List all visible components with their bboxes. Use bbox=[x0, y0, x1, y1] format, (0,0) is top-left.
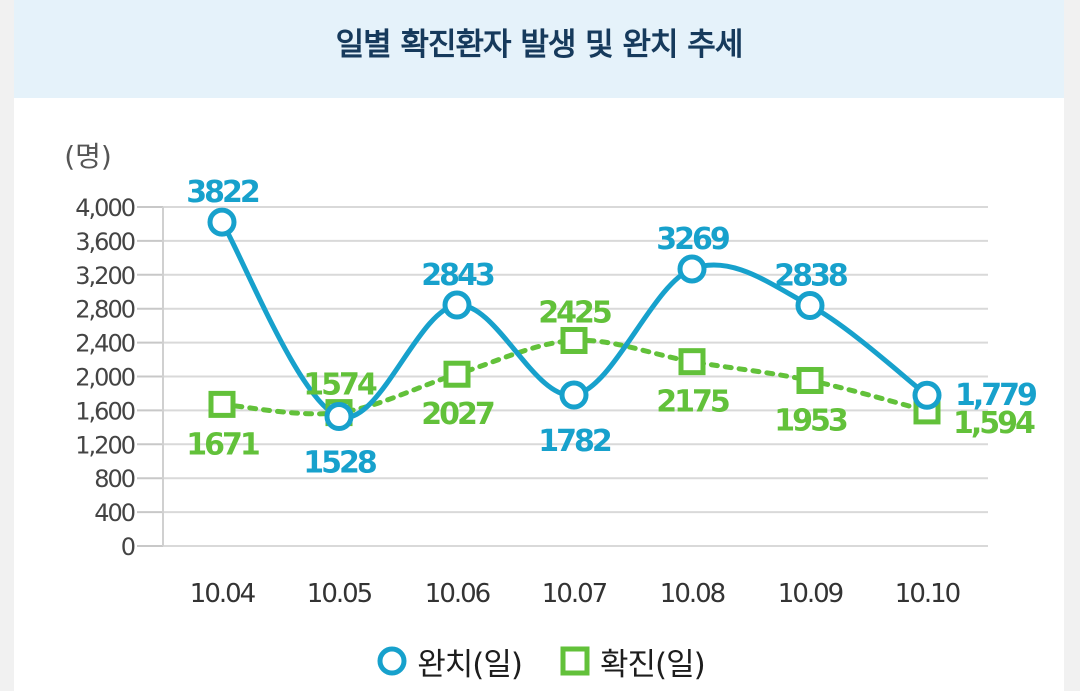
chart-title: 일별 확진환자 발생 및 완치 추세 bbox=[335, 27, 744, 63]
recovered-data-label: 2838 bbox=[774, 258, 848, 293]
legend-label-recovered: 완치(일) bbox=[417, 646, 523, 683]
y-tick-label: 1,600 bbox=[75, 397, 134, 425]
confirmed-data-label: 2027 bbox=[421, 397, 494, 432]
y-tick-label: 2,800 bbox=[75, 296, 134, 324]
circle-marker-icon bbox=[377, 646, 407, 676]
y-tick-label: 4,000 bbox=[75, 194, 134, 222]
confirmed-point bbox=[443, 360, 471, 388]
confirmed-data-label: 1953 bbox=[774, 403, 847, 438]
x-tick-label: 10.05 bbox=[307, 579, 372, 609]
confirmed-point bbox=[678, 348, 706, 376]
chart-card: 일별 확진환자 발생 및 완치 추세 bbox=[14, 0, 1064, 691]
recovered-data-label: 3269 bbox=[656, 222, 729, 257]
recovered-point bbox=[207, 207, 237, 237]
recovered-point bbox=[677, 254, 707, 284]
x-tick-label: 10.04 bbox=[190, 579, 256, 609]
x-tick-label: 10.10 bbox=[895, 579, 960, 609]
legend-label-confirmed: 확진(일) bbox=[600, 646, 706, 683]
confirmed-point bbox=[796, 366, 824, 394]
y-tick-label: 0 bbox=[121, 533, 135, 561]
x-tick-label: 10.09 bbox=[778, 579, 843, 609]
confirmed-data-label: 1,594 bbox=[953, 406, 1035, 441]
recovered-data-label: 3822 bbox=[186, 175, 259, 210]
recovered-data-label: 2843 bbox=[421, 258, 494, 293]
legend-item-confirmed: 확진(일) bbox=[558, 639, 706, 684]
x-tick-label: 10.07 bbox=[542, 579, 607, 609]
legend: 완치(일) 확진(일) bbox=[0, 636, 1080, 686]
recovered-point bbox=[324, 402, 354, 432]
recovered-data-label: 1528 bbox=[303, 446, 377, 481]
confirmed-data-label: 2425 bbox=[538, 295, 611, 330]
y-tick-label: 400 bbox=[94, 499, 135, 527]
confirmed-data-label: 2175 bbox=[656, 385, 729, 420]
recovered-point bbox=[795, 290, 825, 320]
confirmed-point bbox=[560, 326, 588, 354]
y-axis-unit-label: (명) bbox=[64, 140, 112, 173]
legend-item-recovered: 완치(일) bbox=[375, 639, 523, 684]
y-tick-label: 3,200 bbox=[75, 262, 134, 290]
square-marker-icon bbox=[560, 646, 590, 676]
y-tick-label: 2,000 bbox=[75, 364, 134, 392]
recovered-point bbox=[442, 290, 472, 320]
recovered-point bbox=[912, 380, 942, 410]
confirmed-data-label: 1574 bbox=[303, 368, 377, 403]
x-tick-label: 10.08 bbox=[660, 579, 725, 609]
confirmed-point bbox=[208, 390, 236, 418]
confirmed-data-label: 1671 bbox=[186, 427, 259, 462]
recovered-data-label: 1,779 bbox=[955, 378, 1036, 413]
recovered-point bbox=[559, 380, 589, 410]
y-tick-label: 2,400 bbox=[75, 330, 134, 358]
recovered-data-label: 1782 bbox=[538, 424, 611, 459]
title-bar: 일별 확진환자 발생 및 완치 추세 bbox=[14, 0, 1064, 98]
y-tick-label: 3,600 bbox=[75, 228, 134, 256]
y-tick-label: 1,200 bbox=[75, 431, 134, 459]
x-tick-label: 10.06 bbox=[425, 579, 490, 609]
y-tick-label: 800 bbox=[94, 465, 135, 493]
